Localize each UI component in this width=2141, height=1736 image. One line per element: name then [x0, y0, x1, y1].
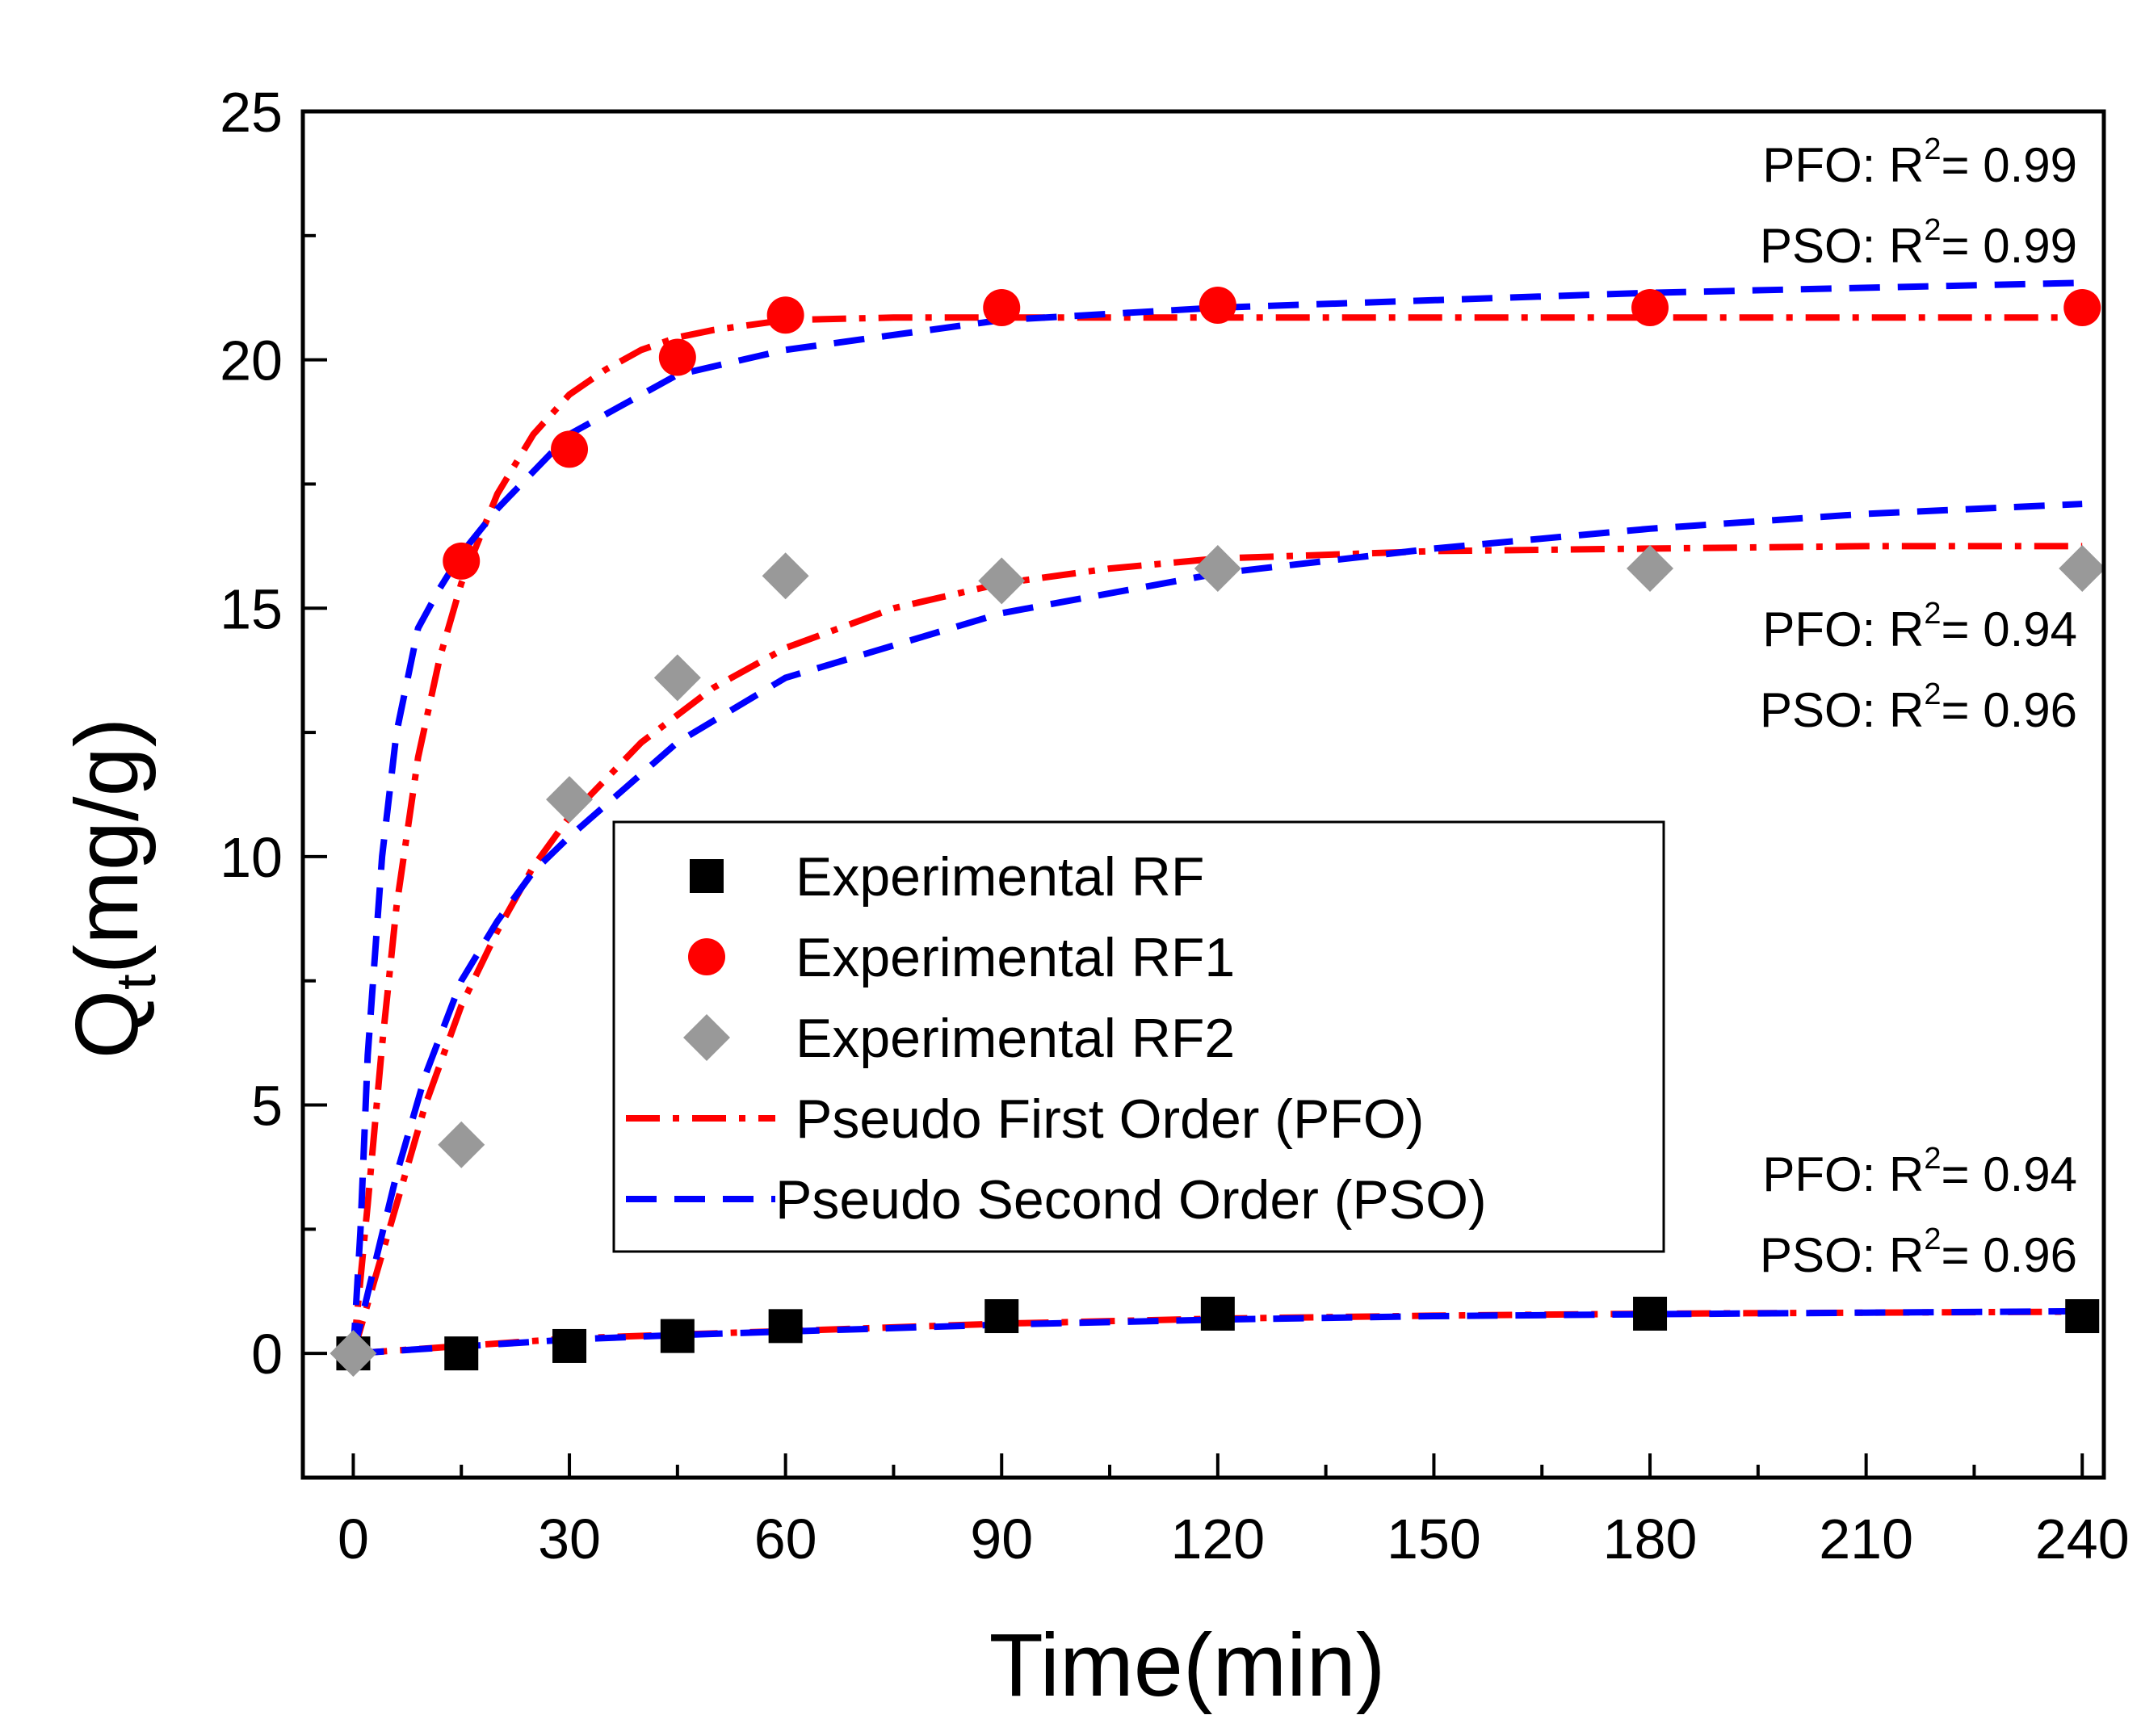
data-point — [768, 1309, 803, 1344]
x-axis-title: Time(min) — [989, 1616, 1386, 1715]
y-axis-title: Qt(mg/g) — [57, 718, 167, 1059]
x-tick-label: 210 — [1819, 1507, 1913, 1570]
data-point — [552, 1328, 587, 1363]
data-point — [1633, 1296, 1668, 1331]
r2-annotation: PSO: R2= 0.96 — [1760, 1222, 2077, 1282]
x-tick-label: 240 — [2035, 1507, 2130, 1570]
x-tick-label: 120 — [1170, 1507, 1265, 1570]
data-point — [984, 1299, 1019, 1334]
r2-annotation: PFO: R2= 0.94 — [1762, 1142, 2077, 1201]
legend-fit-label-2: Pseudo Second Order (PSO) — [775, 1169, 1487, 1231]
x-tick-label: 90 — [970, 1507, 1033, 1570]
legend-marker-3 — [683, 1014, 730, 1061]
legend-label-2: Experimental RF1 — [796, 927, 1235, 988]
x-tick-label: 30 — [538, 1507, 601, 1570]
fit-curve-pfo-rf2 — [350, 543, 2083, 1355]
legend-label-1: Experimental RF — [796, 846, 1204, 908]
y-tick-label: 10 — [220, 826, 283, 889]
r2-annotation: PFO: R2= 0.99 — [1762, 132, 2077, 192]
r2-annotations: PFO: R2= 0.99 PSO: R2= 0.99 PFO: R2= 0.94 P… — [1760, 132, 2077, 1282]
r2-annotation: PSO: R2= 0.96 — [1760, 677, 2077, 737]
y-axis-title-sub: t — [104, 974, 167, 989]
x-tick-label: 0 — [338, 1507, 369, 1570]
fit-curve-pso-rf2 — [350, 501, 2083, 1355]
plot-frame — [300, 109, 2106, 1480]
legend-marker-2 — [688, 938, 725, 975]
ticks — [303, 110, 2084, 1478]
data-point — [978, 557, 1026, 605]
y-tick-label: 5 — [251, 1075, 283, 1138]
data-point — [1200, 1296, 1235, 1331]
x-tick-label: 150 — [1387, 1507, 1481, 1570]
data-point — [762, 552, 809, 600]
y-axis-title-rest: (mg/g) — [57, 718, 157, 975]
data-point — [1194, 545, 1241, 593]
y-axis-title-main: Q — [57, 990, 157, 1059]
data-point — [443, 542, 481, 580]
data-point — [2063, 289, 2101, 327]
legend-label-3: Experimental RF2 — [796, 1008, 1235, 1069]
fit-curve-pfo-rf1 — [350, 314, 2083, 1354]
data-point — [546, 776, 594, 824]
r2-annotation: PSO: R2= 0.99 — [1760, 213, 2077, 273]
data-point — [438, 1121, 485, 1168]
data-points — [330, 286, 2106, 1377]
data-point — [1627, 545, 1674, 593]
y-tick-label: 0 — [251, 1323, 283, 1386]
data-point — [766, 296, 804, 334]
svg-text:Qt(mg/g): Qt(mg/g) — [57, 718, 167, 1059]
legend: Experimental RF Experimental RF1 Experimen… — [612, 820, 1665, 1253]
data-point — [983, 289, 1021, 327]
data-point — [660, 1319, 695, 1353]
legend-box — [612, 820, 1665, 1253]
axes — [300, 109, 2106, 1480]
data-point — [653, 654, 701, 702]
data-point — [2059, 545, 2106, 593]
data-point — [1631, 289, 1669, 327]
y-tick-label: 20 — [220, 329, 283, 392]
data-point — [330, 1330, 377, 1377]
tick-labels: 0 30 60 90 120 150 180 210 240 0 5 10 15 20 25 — [220, 81, 2130, 1570]
legend-marker-1 — [690, 859, 724, 893]
y-tick-label: 25 — [220, 81, 283, 144]
r2-annotation: PFO: R2= 0.94 — [1762, 597, 2077, 656]
data-point — [2065, 1299, 2100, 1334]
data-point — [658, 338, 696, 376]
x-tick-label: 180 — [1603, 1507, 1698, 1570]
y-tick-label: 15 — [220, 577, 283, 640]
fit-curve-pso-rf1 — [350, 279, 2083, 1354]
x-tick-label: 60 — [754, 1507, 817, 1570]
data-point — [444, 1336, 479, 1371]
data-point — [1199, 286, 1236, 324]
legend-fit-label-1: Pseudo First Order (PFO) — [796, 1088, 1424, 1150]
data-point — [551, 430, 589, 468]
